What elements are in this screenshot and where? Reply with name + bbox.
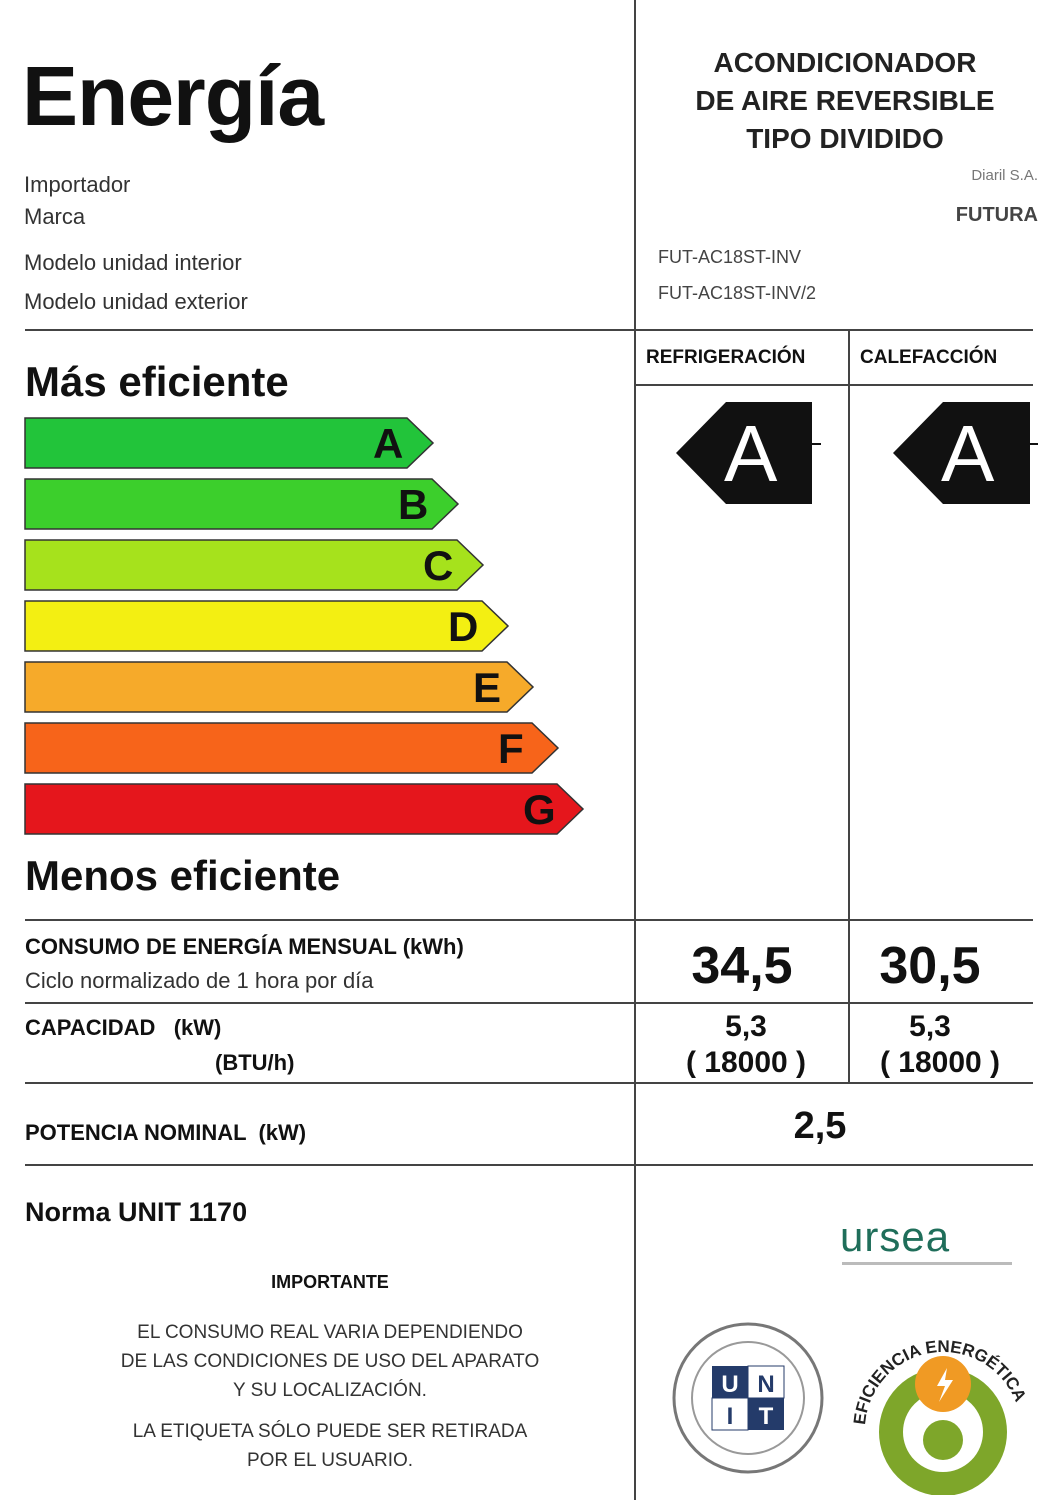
importer-value: Diaril S.A. <box>971 167 1038 184</box>
important-line: DE LAS CONDICIONES DE USO DEL APARATO <box>120 1351 540 1372</box>
capacity-label: CAPACIDAD (kW) <box>25 1015 222 1040</box>
importer-label: Importador <box>24 172 131 197</box>
consumption-label: CONSUMO DE ENERGÍA MENSUAL (kWh) <box>25 934 464 959</box>
efficiency-class-letter: D <box>448 603 479 650</box>
product-line: DE AIRE REVERSIBLE <box>695 85 995 116</box>
ursea-logo: ursea <box>840 1213 951 1260</box>
important-title: IMPORTANTE <box>271 1272 389 1292</box>
svg-text:T: T <box>759 1403 774 1430</box>
important-line: EL CONSUMO REAL VARIA DEPENDIENDO <box>137 1322 523 1343</box>
important-line: Y SU LOCALIZACIÓN. <box>233 1380 427 1401</box>
svg-text:U: U <box>721 1371 738 1398</box>
indoor-model-value: FUT-AC18ST-INV <box>658 247 802 267</box>
consumption-sub: Ciclo normalizado de 1 hora por día <box>25 968 374 993</box>
efficiency-bar-d: D <box>24 600 512 652</box>
heating-capacity-btu: ( 18000 ) <box>879 1046 1001 1079</box>
efficiency-bar-b: B <box>24 478 462 530</box>
divider <box>25 919 1033 921</box>
divider <box>634 0 636 1500</box>
capacity-btu-label: (BTU/h) <box>215 1050 295 1075</box>
efficiency-class-letter: A <box>373 420 404 467</box>
efficiency-bar-e: E <box>24 661 537 713</box>
efficiency-bar-c: C <box>24 539 487 591</box>
heating-rating-indicator: A <box>893 402 1038 504</box>
efficiency-class-letter: F <box>498 725 524 772</box>
brand-value: FUTURA <box>955 204 1038 226</box>
divider <box>25 1082 1033 1084</box>
svg-text:N: N <box>757 1371 774 1398</box>
efficiency-class-letter: B <box>398 481 429 528</box>
heating-capacity-kw: 5,3 <box>909 1010 951 1043</box>
divider <box>25 1002 1033 1004</box>
product-line: ACONDICIONADOR <box>713 47 977 78</box>
efficiency-class-letter: G <box>523 786 556 833</box>
divider <box>25 329 1033 331</box>
cooling-consumption: 34,5 <box>691 937 793 995</box>
unit-seal-logo: U N I T <box>668 1318 828 1478</box>
cooling-capacity-kw: 5,3 <box>725 1010 767 1043</box>
efficiency-class-letter: E <box>473 664 502 711</box>
cooling-rating: A <box>724 409 778 498</box>
cooling-rating-indicator: A <box>676 402 821 504</box>
product-line: TIPO DIVIDIDO <box>746 123 944 154</box>
important-line: POR EL USUARIO. <box>246 1450 414 1471</box>
efficiency-logo: EFICIENCIA ENERGÉTICA <box>843 1320 1043 1496</box>
outdoor-model-value: FUT-AC18ST-INV/2 <box>658 283 817 303</box>
cooling-header: REFRIGERACIÓN <box>646 347 806 368</box>
indoor-model-label: Modelo unidad interior <box>24 250 242 275</box>
less-efficient-label: Menos eficiente <box>25 852 341 899</box>
heating-header: CALEFACCIÓN <box>860 347 998 368</box>
cooling-capacity-btu: ( 18000 ) <box>685 1046 807 1079</box>
norm: Norma UNIT 1170 <box>25 1197 248 1227</box>
important-line: LA ETIQUETA SÓLO PUEDE SER RETIRADA <box>132 1421 528 1442</box>
power-label: POTENCIA NOMINAL (kW) <box>25 1120 307 1145</box>
outdoor-model-label: Modelo unidad exterior <box>24 289 248 314</box>
brand-label: Marca <box>24 204 86 229</box>
divider <box>636 384 1033 386</box>
efficiency-bar-g: G <box>24 783 587 835</box>
efficiency-bar-a: A <box>24 417 437 469</box>
important-text: EL CONSUMO REAL VARIA DEPENDIENDO DE LAS… <box>25 1318 635 1475</box>
efficiency-bar-f: F <box>24 722 562 774</box>
efficiency-class-letter: C <box>423 542 454 589</box>
heating-rating: A <box>941 409 995 498</box>
product-type: ACONDICIONADOR DE AIRE REVERSIBLE TIPO D… <box>650 44 1040 158</box>
page-title: Energía <box>22 49 324 143</box>
divider <box>848 330 850 1083</box>
ursea-tagline <box>842 1262 1012 1265</box>
divider <box>25 1164 1033 1166</box>
power-value: 2,5 <box>793 1105 847 1147</box>
heating-consumption: 30,5 <box>879 937 981 995</box>
svg-text:I: I <box>727 1403 734 1430</box>
more-efficient-label: Más eficiente <box>25 358 289 405</box>
